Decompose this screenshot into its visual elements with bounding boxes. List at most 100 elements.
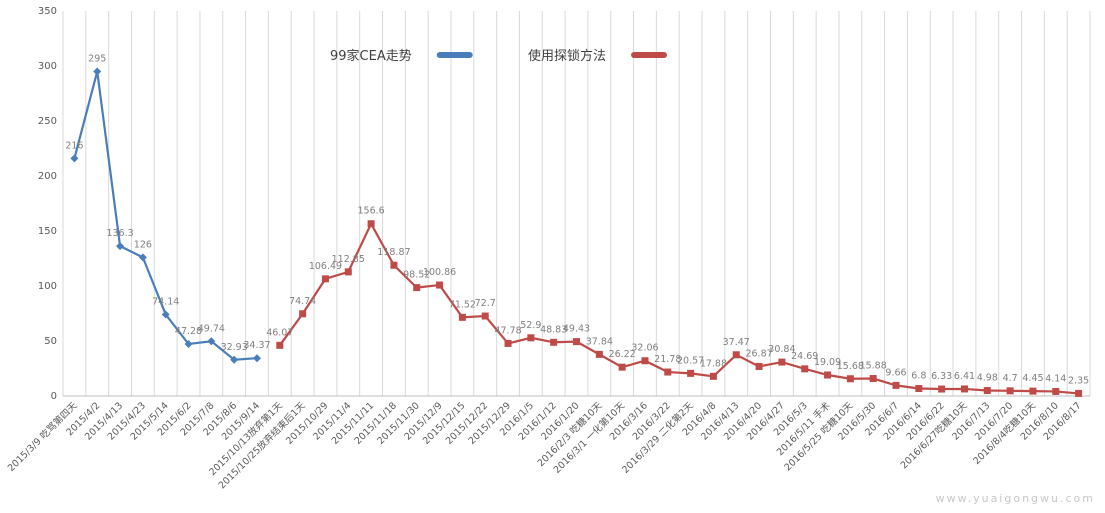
data-label: 49.74 [198, 323, 225, 334]
data-label: 106.49 [309, 261, 342, 272]
y-tick-label: 0 [51, 391, 57, 402]
data-label: 24.69 [791, 351, 818, 362]
marker [778, 358, 786, 366]
data-label: 32.93 [221, 342, 248, 353]
marker [481, 312, 489, 320]
marker [1075, 389, 1083, 397]
data-label: 118.87 [377, 247, 410, 258]
marker [960, 385, 968, 393]
data-label: 71.52 [449, 299, 476, 310]
marker [161, 310, 170, 319]
marker [367, 220, 375, 228]
marker [93, 67, 102, 76]
marker [892, 381, 900, 389]
marker [983, 387, 991, 395]
marker [618, 363, 626, 371]
marker [116, 242, 125, 251]
marker [436, 281, 444, 289]
data-label: 30.84 [768, 344, 795, 355]
marker [573, 338, 580, 346]
y-tick-label: 150 [38, 226, 57, 237]
marker [70, 154, 79, 163]
marker [184, 339, 193, 348]
data-label: 4.45 [1022, 373, 1043, 384]
marker [755, 362, 763, 370]
data-label: 37.47 [723, 337, 750, 348]
data-label: 26.87 [745, 348, 772, 359]
data-label: 26.22 [609, 349, 636, 360]
marker [709, 372, 717, 380]
y-tick-label: 200 [38, 171, 57, 182]
marker [527, 334, 535, 342]
data-label: 74.14 [152, 296, 179, 307]
data-label: 72.7 [475, 298, 496, 309]
marker [230, 355, 239, 364]
marker [1029, 387, 1037, 395]
data-label: 37.84 [586, 336, 613, 347]
marker [664, 368, 672, 376]
data-label: 47.28 [175, 326, 202, 337]
data-label: 4.14 [1045, 373, 1066, 384]
data-label: 49.43 [563, 324, 590, 335]
data-label: 15.68 [837, 361, 864, 372]
data-label: 47.78 [494, 325, 521, 336]
marker [276, 341, 284, 349]
y-tick-label: 350 [38, 6, 57, 17]
marker [458, 313, 466, 321]
marker [550, 338, 558, 346]
marker [207, 337, 216, 346]
marker [824, 371, 832, 379]
y-tick-label: 100 [38, 281, 57, 292]
data-label: 19.09 [814, 357, 841, 368]
data-label: 74.74 [289, 296, 316, 307]
marker [413, 284, 421, 292]
marker [321, 275, 329, 283]
legend-label: 使用探锁方法 [528, 48, 606, 64]
y-tick-label: 250 [38, 116, 57, 127]
marker [138, 253, 147, 262]
marker [1006, 387, 1014, 395]
data-label: 20.57 [677, 355, 704, 366]
marker [595, 350, 603, 358]
marker [801, 365, 809, 373]
legend-label: 99家CEA走势 [330, 48, 412, 64]
y-tick-label: 300 [38, 61, 57, 72]
data-label: 295 [88, 54, 106, 65]
marker [938, 385, 946, 393]
data-label: 98.52 [403, 270, 430, 281]
y-tick-label: 50 [44, 336, 57, 347]
data-label: 2.35 [1068, 375, 1089, 386]
data-label: 48.83 [540, 324, 567, 335]
data-label: 52.9 [520, 320, 541, 331]
data-label: 21.78 [654, 354, 681, 365]
data-label: 34.37 [243, 340, 270, 351]
data-label: 136.3 [106, 228, 133, 239]
marker [869, 375, 877, 383]
marker [344, 268, 352, 276]
data-label: 112.85 [332, 254, 365, 265]
data-label: 4.7 [1003, 373, 1018, 384]
data-label: 100.86 [423, 267, 456, 278]
data-label: 6.41 [954, 371, 975, 382]
marker [390, 261, 398, 269]
data-label: 156.6 [357, 206, 384, 217]
marker [1052, 387, 1060, 395]
data-label: 32.06 [631, 343, 658, 354]
marker [641, 357, 649, 365]
data-label: 6.8 [911, 371, 926, 382]
marker [732, 351, 740, 359]
marker [915, 385, 923, 393]
marker [252, 354, 261, 363]
data-label: 126 [134, 239, 152, 250]
marker [687, 369, 695, 377]
data-label: 4.98 [977, 373, 998, 384]
series-line [278, 221, 1079, 395]
data-label: 216 [65, 140, 83, 151]
data-label: 17.88 [700, 358, 727, 369]
marker [299, 310, 307, 318]
data-label: 9.66 [885, 367, 906, 378]
data-label: 15.88 [860, 361, 887, 372]
marker [846, 375, 854, 383]
